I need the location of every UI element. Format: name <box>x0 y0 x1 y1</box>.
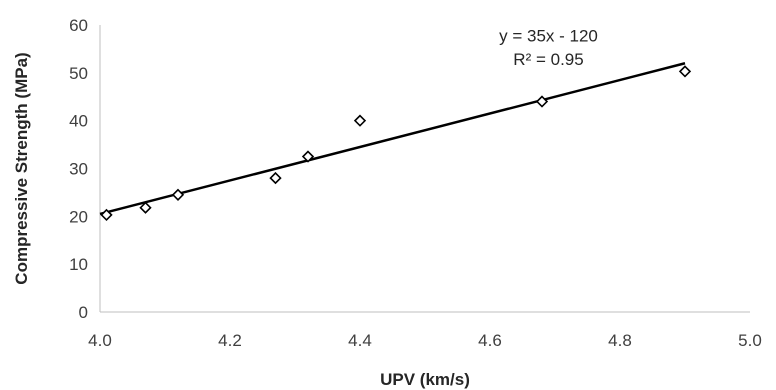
y-axis-title: Compressive Strength (MPa) <box>12 52 31 284</box>
x-axis-title: UPV (km/s) <box>380 370 470 389</box>
data-point <box>678 65 692 78</box>
data-point <box>100 208 113 222</box>
x-tick-labels: 4.0 4.2 4.4 4.6 4.8 5.0 <box>88 331 762 350</box>
y-tick-label: 10 <box>69 255 88 274</box>
r-squared-label: R² = 0.95 <box>513 50 583 69</box>
x-tick-label: 5.0 <box>738 331 762 350</box>
trendline-equation: y = 35x - 120 <box>499 26 598 45</box>
data-point <box>353 114 367 127</box>
y-tick-label: 40 <box>69 112 88 131</box>
x-tick-label: 4.6 <box>478 331 502 350</box>
data-points <box>100 65 692 222</box>
x-tick-label: 4.0 <box>88 331 112 350</box>
data-point <box>535 95 549 108</box>
data-point <box>301 150 315 163</box>
x-tick-label: 4.4 <box>348 331 372 350</box>
x-tick-label: 4.8 <box>608 331 632 350</box>
data-point <box>269 171 282 185</box>
y-tick-label: 0 <box>79 303 88 322</box>
y-tick-label: 50 <box>69 64 88 83</box>
y-tick-labels: 0 10 20 30 40 50 60 <box>69 16 88 322</box>
y-tick-label: 30 <box>69 160 88 179</box>
x-tick-label: 4.2 <box>218 331 242 350</box>
data-point <box>139 201 152 214</box>
y-tick-label: 60 <box>69 16 88 35</box>
trendline <box>99 62 686 216</box>
data-point <box>171 188 185 201</box>
y-tick-label: 20 <box>69 207 88 226</box>
axes <box>99 25 750 313</box>
